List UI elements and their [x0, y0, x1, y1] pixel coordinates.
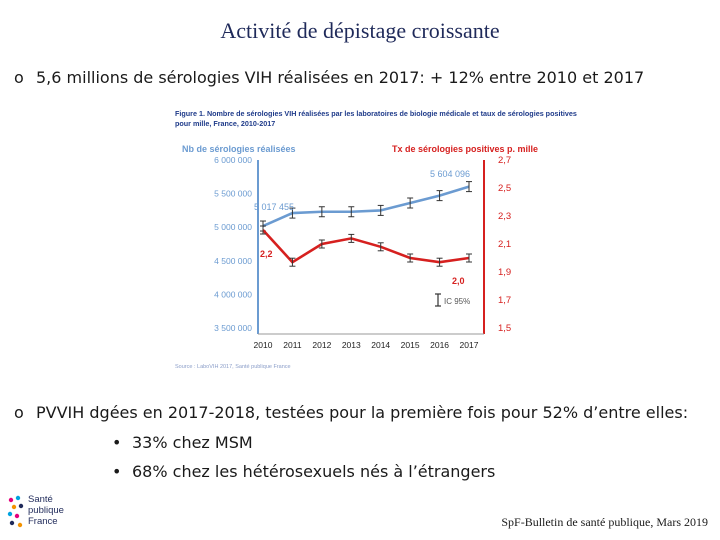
x-tick-label: 2012	[312, 340, 331, 350]
error-bar	[348, 206, 355, 218]
error-bar	[318, 206, 325, 218]
right-tick-label: 2,3	[498, 211, 511, 222]
error-bar	[436, 257, 443, 267]
error-bar	[377, 204, 384, 216]
sub-bullet-marker: •	[112, 462, 122, 481]
bullet-serologies: o 5,6 millions de sérologies VIH réalisée…	[14, 68, 644, 87]
x-tick-label: 2013	[342, 340, 361, 350]
right-tick-label: 1,5	[498, 323, 511, 334]
left-tick-label: 3 500 000	[214, 323, 252, 333]
sub-bullet-text: 68% chez les hétérosexuels nés à l’étran…	[132, 462, 496, 481]
error-bar	[466, 181, 472, 193]
error-bar	[348, 233, 355, 243]
right-axis-ticks: 1,5 1,7 1,9 2,1 2,3 2,5 2,7	[498, 155, 511, 334]
sub-bullet-marker: •	[112, 433, 122, 452]
bullet-pvvih: o PVVIH dgées en 2017-2018, testées pour …	[14, 403, 688, 422]
bullet-text: PVVIH dgées en 2017-2018, testées pour l…	[36, 403, 689, 422]
annotation-2010-count: 5 017 455	[254, 202, 294, 212]
error-bar	[466, 253, 472, 263]
error-bar	[289, 207, 296, 219]
bullet-text: 5,6 millions de sérologies VIH réalisées…	[36, 68, 645, 87]
annotation-2017-rate: 2,0	[452, 276, 465, 286]
dual-axis-line-chart: Figure 1. Nombre de sérologies VIH réali…	[175, 109, 577, 370]
sub-bullet-text: 33% chez MSM	[132, 433, 253, 452]
error-bar	[289, 257, 296, 267]
logo-dots-icon	[7, 495, 24, 528]
left-tick-label: 5 000 000	[214, 222, 252, 232]
right-tick-label: 2,5	[498, 183, 511, 194]
x-axis-ticks: 2010 2011 2012 2013 2014 2015 2016 2017	[254, 340, 479, 350]
x-tick-label: 2016	[430, 340, 449, 350]
sub-bullet-heterosexuels: • 68% chez les hétérosexuels nés à l’étra…	[112, 462, 495, 481]
left-tick-label: 5 500 000	[214, 189, 252, 199]
annotation-2017-count: 5 604 096	[430, 169, 470, 179]
error-bar	[377, 242, 384, 252]
chart-caption-line1: Figure 1. Nombre de sérologies VIH réali…	[175, 109, 577, 118]
logo-text: Santé publique France	[28, 494, 64, 527]
series-taux-positifs	[260, 225, 472, 267]
series-line	[262, 229, 470, 264]
sub-bullet-msm: • 33% chez MSM	[112, 433, 253, 452]
right-axis-label: Tx de sérologies positives p. mille	[392, 144, 538, 154]
right-tick-label: 1,9	[498, 267, 511, 278]
right-tick-label: 2,1	[498, 239, 511, 250]
left-tick-label: 4 500 000	[214, 256, 252, 266]
left-tick-label: 6 000 000	[214, 155, 252, 165]
left-axis-label: Nb de sérologies réalisées	[182, 144, 296, 154]
error-bar	[260, 225, 266, 235]
x-tick-label: 2014	[371, 340, 390, 350]
series-serologies	[260, 181, 472, 232]
chart-caption-line2: pour mille, France, 2010-2017	[175, 119, 275, 128]
annotation-2010-rate: 2,2	[260, 249, 273, 259]
right-tick-label: 1,7	[498, 295, 511, 306]
legend-ci-label: IC 95%	[444, 297, 470, 306]
x-tick-label: 2015	[401, 340, 420, 350]
chart-source: Source : LaboVIH 2017, Santé publique Fr…	[175, 364, 291, 370]
slide-title: Activité de dépistage croissante	[220, 18, 500, 43]
error-bar	[407, 253, 414, 263]
x-tick-label: 2010	[254, 340, 273, 350]
spf-logo: Santé publique France	[6, 494, 76, 536]
error-bar	[318, 239, 325, 249]
legend-ci: IC 95%	[435, 293, 470, 307]
x-tick-label: 2017	[460, 340, 479, 350]
right-tick-label: 2,7	[498, 155, 511, 166]
left-tick-label: 4 000 000	[214, 289, 252, 299]
error-bar	[436, 190, 443, 202]
x-tick-label: 2011	[283, 340, 302, 350]
bullet-marker: o	[14, 68, 24, 87]
error-bar	[407, 197, 414, 209]
series-line	[262, 185, 470, 228]
bullet-marker: o	[14, 403, 24, 422]
footer-source: SpF-Bulletin de santé publique, Mars 201…	[501, 515, 708, 529]
left-axis-ticks: 3 500 000 4 000 000 4 500 000 5 000 000 5 50…	[214, 155, 252, 333]
